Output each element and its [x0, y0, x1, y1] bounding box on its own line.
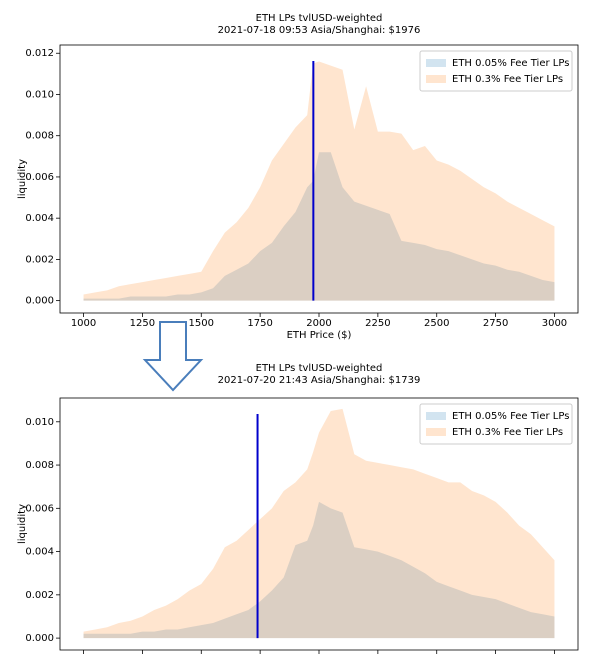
y-tick-label: 0.006	[25, 172, 54, 183]
chart-title: ETH LPs tvlUSD-weighted	[256, 13, 383, 24]
x-tick-label: 3000	[542, 318, 567, 329]
legend-box	[419, 50, 573, 92]
y-tick-label: 0.010	[25, 89, 54, 100]
x-tick-label: 1000	[71, 318, 96, 329]
down-arrow	[142, 321, 204, 392]
area	[83, 408, 555, 639]
area	[83, 152, 555, 301]
y-tick-label: 0.004	[25, 213, 54, 224]
x-tick-label: 2250	[365, 318, 390, 329]
y-tick-label: 0.006	[25, 503, 54, 514]
chart-subtitle: 2021-07-20 21:43 Asia/Shanghai: $1739	[218, 375, 421, 386]
legend-label: ETH 0.05% Fee Tier LPs	[452, 58, 569, 69]
y-tick-label: 0.008	[25, 131, 54, 142]
x-tick-label: 2500	[424, 318, 449, 329]
x-tick-label: 1750	[247, 318, 272, 329]
chart-subtitle: 2021-07-18 09:53 Asia/Shanghai: $1976	[218, 25, 421, 36]
legend-label: ETH 0.3% Fee Tier LPs	[452, 74, 563, 85]
y-axis-label: liquidity	[17, 504, 28, 544]
legend-swatch	[426, 59, 446, 67]
legend-label: ETH 0.05% Fee Tier LPs	[452, 411, 569, 422]
legend-swatch	[426, 75, 446, 83]
y-axis-label: liquidity	[17, 159, 28, 199]
y-tick-label: 0.000	[25, 633, 54, 644]
y-tick-label: 0.004	[25, 547, 54, 558]
legend-swatch	[426, 412, 446, 420]
y-tick-label: 0.008	[25, 460, 54, 471]
area	[83, 61, 555, 301]
legend-label: ETH 0.3% Fee Tier LPs	[452, 427, 563, 438]
y-tick-label: 0.012	[25, 48, 54, 59]
area	[83, 501, 555, 639]
legend-swatch	[426, 428, 446, 436]
x-tick-label: 1250	[130, 318, 155, 329]
y-tick-label: 0.002	[25, 590, 54, 601]
legend-box	[419, 403, 573, 445]
x-tick-label: 2750	[483, 318, 508, 329]
chart-title: ETH LPs tvlUSD-weighted	[256, 363, 383, 374]
x-tick-label: 2000	[306, 318, 331, 329]
x-tick-label: 1500	[189, 318, 214, 329]
y-tick-label: 0.002	[25, 254, 54, 265]
x-axis-label: ETH Price ($)	[287, 330, 352, 341]
y-tick-label: 0.010	[25, 417, 54, 428]
y-tick-label: 0.000	[25, 296, 54, 307]
